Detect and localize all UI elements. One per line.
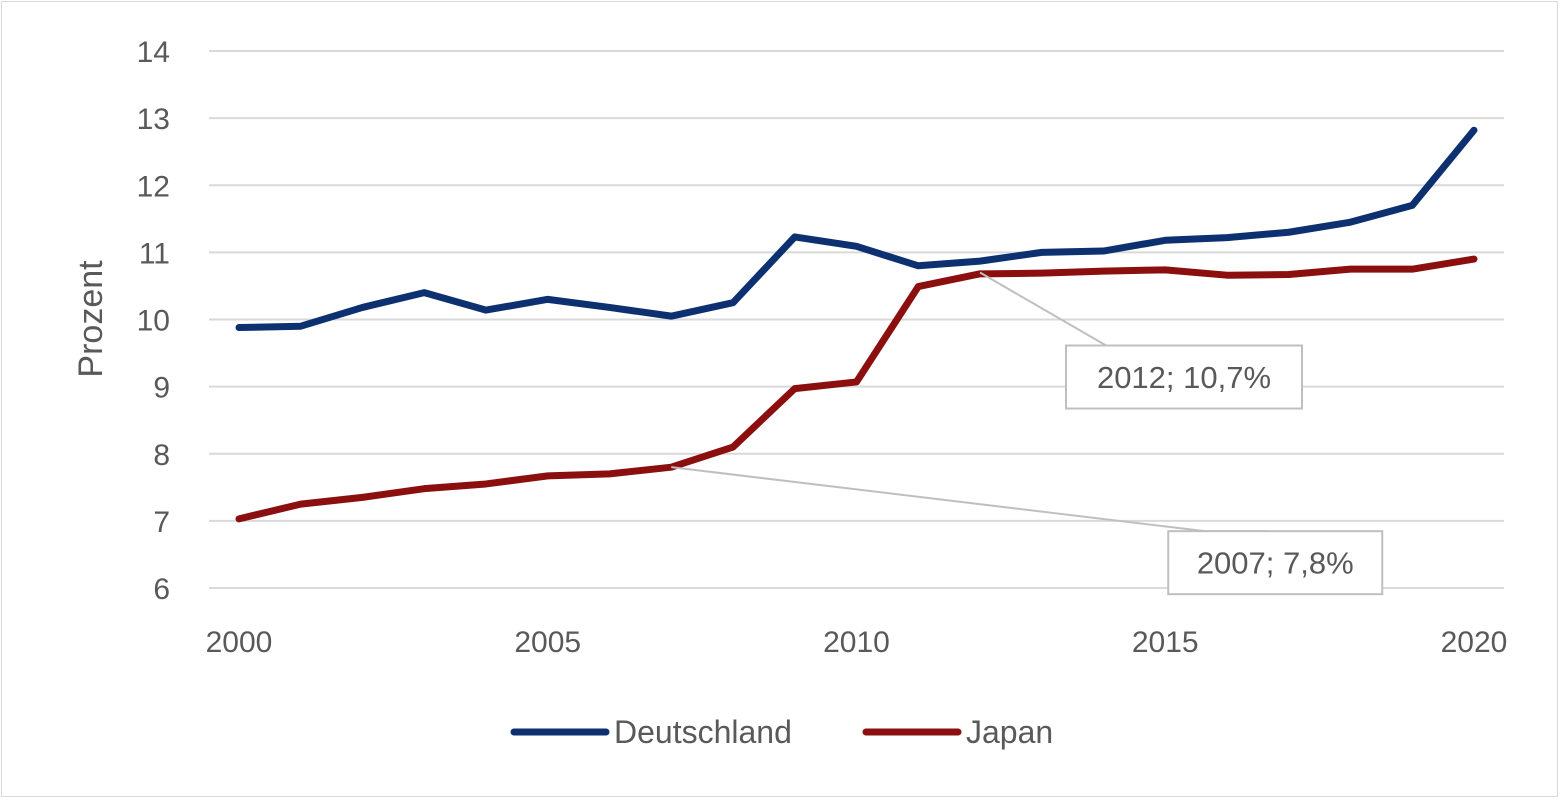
series-line-japan: [235, 255, 1478, 523]
y-tick-label: 11: [139, 237, 170, 270]
series-lines: [235, 126, 1478, 523]
y-tick-label: 14: [137, 36, 170, 69]
series-line-deutschland: [235, 126, 1478, 332]
y-tick-label: 10: [137, 305, 170, 338]
callout-box: [1167, 530, 1384, 596]
x-tick-label: 2010: [823, 626, 890, 659]
y-tick-label: 9: [153, 372, 170, 405]
legend-item-japan: Japan: [862, 714, 1053, 750]
x-tick-label: 2005: [514, 626, 581, 659]
callout-leader-line: [979, 271, 1177, 347]
callout-box: [1065, 344, 1303, 410]
callouts: 2007; 7,8% 2012; 10,7%: [671, 271, 1384, 596]
y-tick-label: 6: [153, 573, 170, 606]
gridlines: [209, 50, 1504, 589]
callout-label: 2012; 10,7%: [1097, 360, 1271, 395]
callout: 2012; 10,7%: [979, 271, 1303, 410]
y-tick-label: 12: [137, 170, 170, 203]
x-axis-ticks: 2000 2005 2010 2015 2020: [206, 626, 1508, 659]
callout-label: 2007; 7,8%: [1197, 546, 1354, 581]
legend-label: Deutschland: [614, 714, 792, 750]
y-axis-ticks: 6 7 8 9 10 11 12 13 14: [137, 36, 170, 606]
x-tick-label: 2020: [1441, 626, 1508, 659]
y-tick-label: 8: [153, 439, 170, 472]
y-axis-title: Prozent: [72, 260, 110, 378]
y-tick-label: 7: [153, 506, 170, 539]
x-tick-label: 2000: [206, 626, 273, 659]
legend-label: Japan: [966, 714, 1053, 750]
y-tick-label: 13: [137, 103, 170, 136]
x-tick-label: 2015: [1132, 626, 1199, 659]
callout: 2007; 7,8%: [671, 466, 1384, 596]
legend-item-deutschland: Deutschland: [510, 714, 792, 750]
legend: Deutschland Japan: [510, 714, 1053, 750]
